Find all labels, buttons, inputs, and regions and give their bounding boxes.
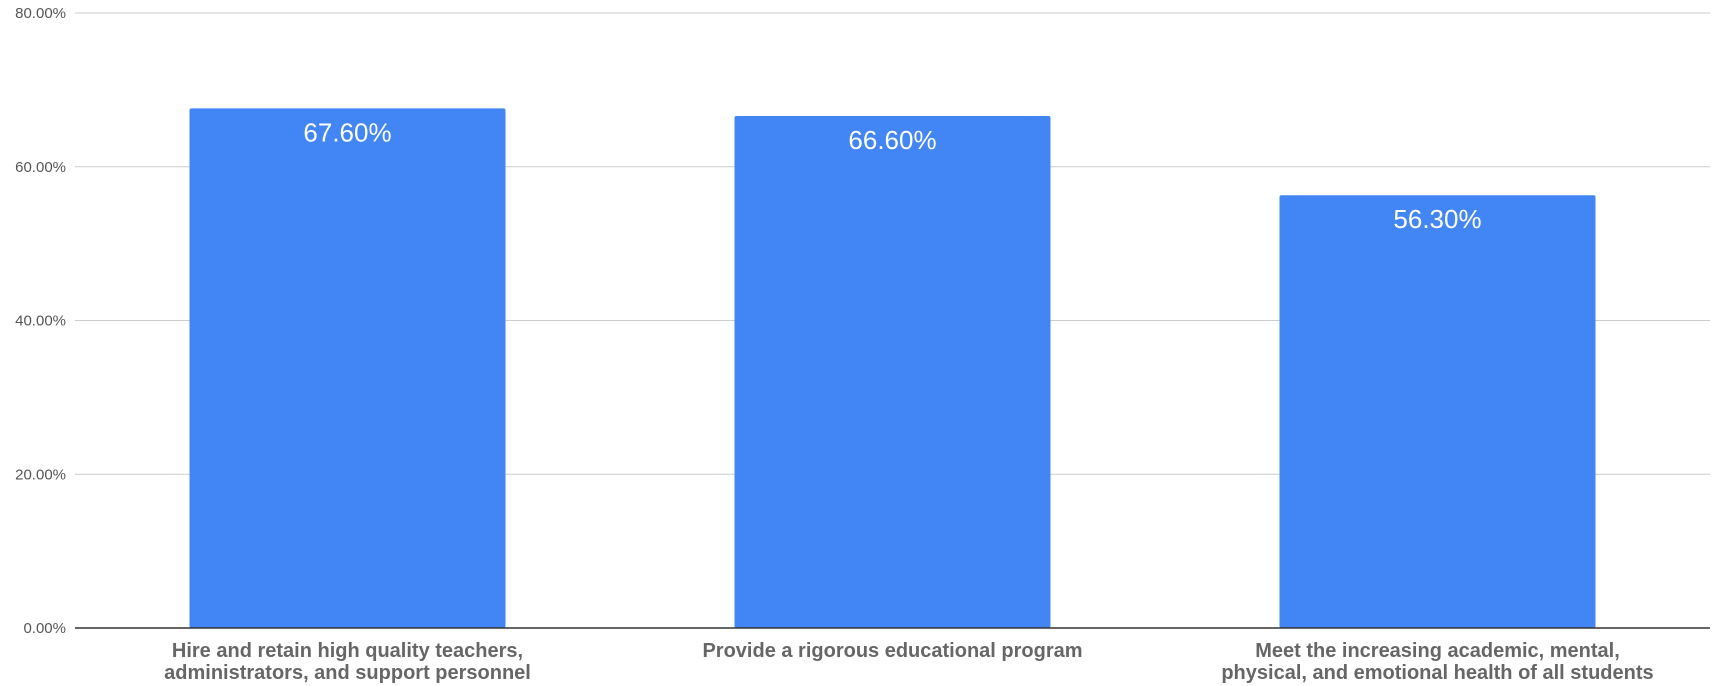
y-tick-label: 60.00% xyxy=(15,159,66,176)
bar xyxy=(734,116,1051,628)
data-label: 67.60% xyxy=(303,117,391,147)
bars xyxy=(189,108,1596,628)
data-labels: 67.60% 66.60% 56.30% xyxy=(303,117,1481,234)
category-label: administrators, and support personnel xyxy=(164,662,531,684)
y-tick-label: 80.00% xyxy=(15,5,66,22)
y-tick-label: 40.00% xyxy=(15,313,66,330)
y-tick-label: 20.00% xyxy=(15,466,66,483)
category-labels: Hire and retain high quality teachers,ad… xyxy=(164,640,1654,684)
category-label: physical, and emotional health of all st… xyxy=(1221,662,1653,684)
category-label: Meet the increasing academic, mental, xyxy=(1255,640,1620,662)
y-tick-label: 0.00% xyxy=(23,620,66,637)
y-axis-tick-labels: 0.00% 20.00% 40.00% 60.00% 80.00% xyxy=(15,5,66,637)
bar xyxy=(1279,195,1596,628)
category-label: Hire and retain high quality teachers, xyxy=(172,640,523,662)
category-label: Provide a rigorous educational program xyxy=(702,640,1082,662)
data-label: 56.30% xyxy=(1393,204,1481,234)
data-label: 66.60% xyxy=(848,125,936,155)
bar xyxy=(189,108,506,628)
